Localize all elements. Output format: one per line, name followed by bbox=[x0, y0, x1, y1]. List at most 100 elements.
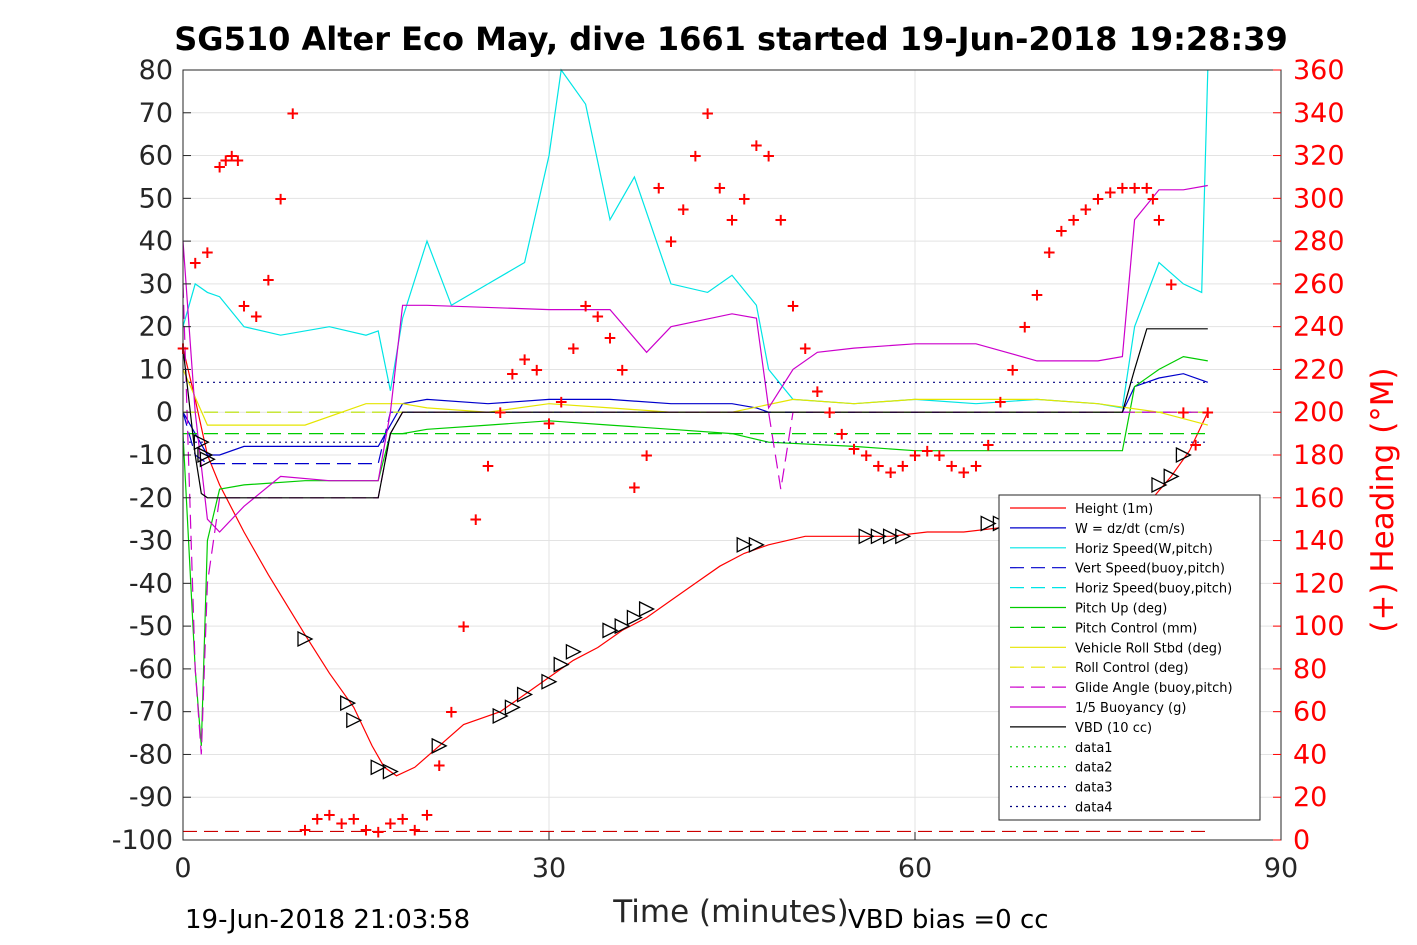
heading-point: + bbox=[1201, 403, 1215, 423]
heading-point: + bbox=[749, 136, 763, 156]
heading-point: + bbox=[1127, 179, 1141, 199]
heading-point: + bbox=[1054, 221, 1068, 241]
legend-label: Roll Control (deg) bbox=[1075, 661, 1189, 676]
event-marker bbox=[1151, 476, 1168, 493]
heading-point: + bbox=[456, 617, 470, 637]
event-marker bbox=[516, 686, 534, 703]
heading-point: + bbox=[493, 403, 507, 423]
heading-point: + bbox=[1140, 179, 1154, 199]
heading-point: + bbox=[1164, 275, 1178, 295]
y-tick-label: -40 bbox=[129, 568, 173, 599]
heading-point: + bbox=[908, 446, 922, 466]
heading-point: + bbox=[981, 435, 995, 455]
heading-point: + bbox=[554, 393, 568, 413]
heading-point: + bbox=[219, 151, 233, 171]
heading-point: + bbox=[298, 820, 312, 840]
heading-point: + bbox=[688, 147, 702, 167]
x-tick-label: 30 bbox=[532, 853, 566, 884]
y2-tick-label: 200 bbox=[1293, 397, 1345, 428]
heading-point: + bbox=[944, 457, 958, 477]
heading-point: + bbox=[1079, 200, 1093, 220]
legend-label: Pitch Up (deg) bbox=[1075, 602, 1167, 617]
triangle-markers-layer bbox=[193, 434, 1192, 780]
legend-label: Vert Speed(buoy,pitch) bbox=[1075, 562, 1225, 577]
y2-tick-label: 320 bbox=[1293, 141, 1345, 172]
heading-point: + bbox=[1152, 211, 1166, 231]
y-tick-label: -20 bbox=[129, 483, 173, 514]
heading-point: + bbox=[737, 189, 751, 209]
y-tick-label: -80 bbox=[129, 739, 173, 770]
heading-point: + bbox=[286, 104, 300, 124]
heading-point: + bbox=[542, 414, 556, 434]
y-tick-label: 0 bbox=[156, 397, 173, 428]
event-marker bbox=[870, 528, 887, 545]
heading-point: + bbox=[578, 296, 592, 316]
legend-label: data1 bbox=[1075, 741, 1113, 756]
heading-point: + bbox=[359, 820, 373, 840]
y-tick-label: -90 bbox=[129, 782, 173, 813]
heading-point: + bbox=[1091, 189, 1105, 209]
y2-tick-label: 20 bbox=[1293, 782, 1327, 813]
heading-point: + bbox=[627, 478, 641, 498]
right-axis-label: (+) Heading (°M) bbox=[1365, 367, 1401, 632]
y2-tick-label: 40 bbox=[1293, 739, 1327, 770]
x-tick-label: 60 bbox=[898, 853, 932, 884]
left-axis-ticks: 80 70 60 50 40 30 20 10 0 -10 -20 -30 -40 -50 -60 -70 -8… bbox=[112, 55, 191, 856]
heading-point: + bbox=[896, 457, 910, 477]
heading-point: + bbox=[395, 810, 409, 830]
event-marker bbox=[504, 699, 521, 716]
heading-point: + bbox=[810, 382, 824, 402]
y-tick-label: -30 bbox=[129, 526, 173, 557]
heading-point: + bbox=[1066, 211, 1080, 231]
heading-point: + bbox=[786, 296, 800, 316]
y-tick-label: -10 bbox=[129, 440, 173, 471]
legend-label: Horiz Speed(buoy,pitch) bbox=[1075, 582, 1232, 597]
event-marker bbox=[553, 656, 570, 673]
heading-point: + bbox=[822, 403, 836, 423]
footer-timestamp: 19-Jun-2018 21:03:58 bbox=[185, 905, 470, 935]
heading-point: + bbox=[1176, 403, 1190, 423]
chart-title: SG510 Alter Eco May, dive 1661 started 1… bbox=[174, 20, 1287, 58]
event-marker bbox=[431, 737, 448, 754]
event-marker bbox=[895, 528, 912, 545]
y-tick-label: -60 bbox=[129, 654, 173, 685]
heading-point: + bbox=[481, 457, 495, 477]
y-tick-label: 30 bbox=[139, 269, 173, 300]
heading-point: + bbox=[713, 179, 727, 199]
heading-point: + bbox=[725, 211, 739, 231]
heading-point: + bbox=[676, 200, 690, 220]
y2-tick-label: 260 bbox=[1293, 269, 1345, 300]
heading-point: + bbox=[1005, 360, 1019, 380]
heading-point: + bbox=[200, 243, 214, 263]
y-tick-label: 60 bbox=[139, 141, 173, 172]
heading-point: + bbox=[957, 463, 971, 483]
heading-point: + bbox=[188, 254, 202, 274]
heading-point: + bbox=[469, 510, 483, 530]
series-line bbox=[182, 355, 1208, 746]
event-marker bbox=[199, 451, 216, 468]
heading-point: + bbox=[761, 147, 775, 167]
heading-point: + bbox=[225, 147, 239, 167]
heading-point: + bbox=[603, 328, 617, 348]
heading-point: + bbox=[1115, 179, 1129, 199]
heading-point: + bbox=[847, 440, 861, 460]
legend-label: Vehicle Roll Stbd (deg) bbox=[1075, 641, 1222, 656]
event-marker bbox=[614, 618, 631, 635]
heading-point: + bbox=[1146, 189, 1160, 209]
event-marker bbox=[1163, 468, 1180, 485]
y2-tick-label: 120 bbox=[1293, 568, 1345, 599]
legend-label: VBD (10 cc) bbox=[1075, 721, 1152, 736]
y2-tick-label: 360 bbox=[1293, 55, 1345, 86]
heading-point: + bbox=[231, 151, 245, 171]
y-tick-label: 80 bbox=[139, 55, 173, 86]
y-tick-label: 10 bbox=[139, 354, 173, 385]
heading-point: + bbox=[700, 104, 714, 124]
series-layer bbox=[182, 68, 1209, 777]
heading-point: + bbox=[261, 271, 275, 291]
event-marker bbox=[541, 673, 558, 690]
y2-tick-label: 300 bbox=[1293, 183, 1345, 214]
heading-point: + bbox=[1188, 435, 1202, 455]
legend-box bbox=[998, 494, 1261, 821]
legend-label: data2 bbox=[1075, 761, 1113, 776]
heading-point: + bbox=[774, 211, 788, 231]
